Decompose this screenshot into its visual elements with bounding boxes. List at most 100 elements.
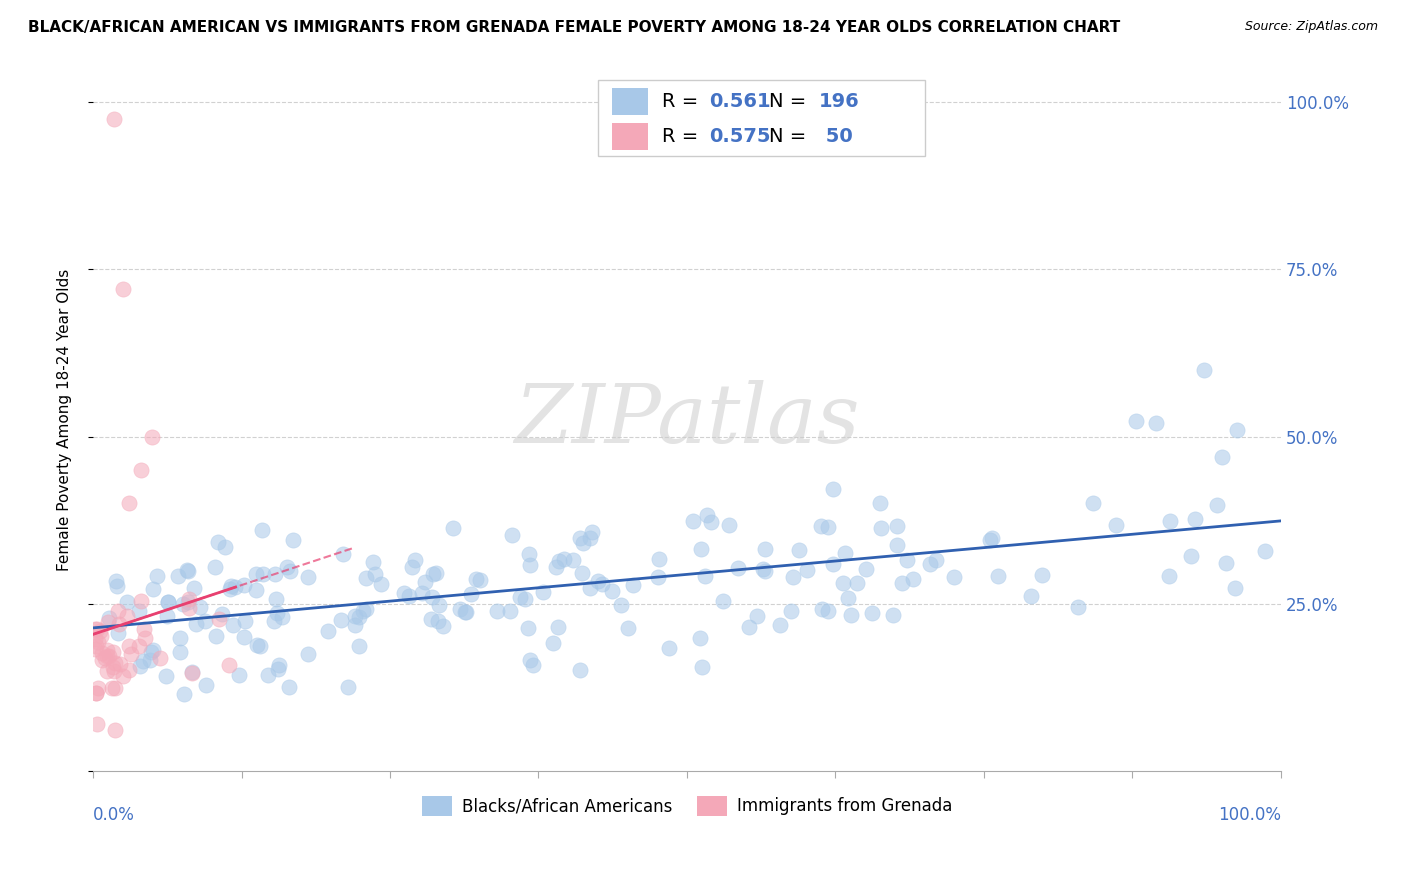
Bar bbox=[612, 123, 648, 150]
Point bbox=[886, 538, 908, 552]
Point bbox=[420, 590, 443, 604]
Point bbox=[839, 607, 862, 622]
Point bbox=[754, 541, 776, 556]
Point bbox=[886, 519, 908, 533]
Point bbox=[422, 566, 444, 581]
Point bbox=[157, 594, 180, 608]
Point bbox=[623, 578, 645, 592]
Point bbox=[413, 575, 436, 590]
Point bbox=[94, 651, 117, 665]
Point bbox=[370, 577, 392, 591]
Point bbox=[103, 112, 125, 126]
Point bbox=[454, 605, 477, 619]
Point bbox=[1215, 556, 1237, 570]
FancyBboxPatch shape bbox=[598, 80, 925, 156]
Point bbox=[860, 607, 883, 621]
Point bbox=[107, 626, 129, 640]
Point bbox=[870, 521, 893, 535]
Point bbox=[647, 570, 669, 584]
Point bbox=[610, 599, 633, 613]
Point bbox=[1192, 362, 1215, 376]
Point bbox=[347, 639, 370, 653]
Point bbox=[987, 569, 1010, 583]
Point bbox=[548, 554, 571, 568]
Point bbox=[600, 583, 623, 598]
Point bbox=[432, 619, 454, 633]
Point bbox=[513, 591, 536, 606]
Point bbox=[1081, 495, 1104, 509]
Point bbox=[233, 630, 256, 644]
Point bbox=[519, 653, 541, 667]
Point bbox=[169, 645, 191, 659]
Point bbox=[845, 576, 868, 591]
Point bbox=[332, 547, 354, 561]
Point bbox=[245, 582, 267, 597]
Point bbox=[249, 639, 271, 653]
Point bbox=[107, 604, 129, 618]
Point bbox=[751, 562, 773, 576]
Point bbox=[572, 536, 595, 550]
Point bbox=[90, 653, 112, 667]
Point bbox=[562, 553, 585, 567]
Point bbox=[361, 555, 384, 569]
Point bbox=[747, 608, 769, 623]
Point bbox=[354, 571, 377, 585]
Point bbox=[142, 582, 165, 597]
Point bbox=[425, 566, 447, 581]
Text: 196: 196 bbox=[818, 92, 859, 112]
Point bbox=[344, 609, 367, 624]
Point bbox=[156, 609, 179, 624]
Point bbox=[177, 595, 200, 609]
Point bbox=[682, 514, 704, 528]
Point bbox=[522, 658, 544, 673]
Point bbox=[586, 574, 609, 588]
Point bbox=[103, 664, 125, 678]
Point bbox=[169, 631, 191, 645]
Point bbox=[181, 666, 204, 681]
Point bbox=[233, 615, 256, 629]
Point bbox=[214, 540, 236, 554]
Point bbox=[394, 586, 416, 600]
Point bbox=[146, 569, 169, 583]
Point bbox=[717, 517, 740, 532]
Point bbox=[132, 622, 155, 636]
Point bbox=[280, 564, 302, 578]
Point bbox=[1144, 416, 1167, 430]
Point bbox=[267, 662, 290, 676]
Point bbox=[924, 552, 946, 566]
Point bbox=[134, 631, 156, 645]
Point bbox=[115, 595, 138, 609]
Point bbox=[920, 557, 942, 571]
Text: Source: ZipAtlas.com: Source: ZipAtlas.com bbox=[1244, 20, 1378, 33]
Point bbox=[96, 649, 118, 664]
Point bbox=[1157, 569, 1180, 583]
Point bbox=[754, 565, 776, 579]
Point bbox=[270, 610, 292, 624]
Point bbox=[979, 533, 1001, 547]
Text: R =: R = bbox=[662, 128, 704, 146]
Point bbox=[901, 572, 924, 586]
Point bbox=[329, 613, 352, 627]
Point bbox=[252, 523, 274, 537]
Point bbox=[499, 604, 522, 618]
Point bbox=[184, 616, 207, 631]
Point bbox=[1206, 498, 1229, 512]
Point bbox=[404, 553, 426, 567]
Point bbox=[787, 543, 810, 558]
Point bbox=[891, 575, 914, 590]
Point bbox=[128, 640, 150, 654]
Point bbox=[692, 659, 714, 673]
Point bbox=[318, 624, 340, 638]
Point bbox=[245, 567, 267, 582]
Point bbox=[441, 521, 464, 535]
Point bbox=[157, 594, 180, 608]
Point bbox=[297, 647, 319, 661]
Point bbox=[882, 608, 904, 623]
Point bbox=[981, 532, 1004, 546]
Point bbox=[699, 515, 721, 529]
Point bbox=[769, 618, 792, 632]
Point bbox=[1067, 600, 1090, 615]
Point bbox=[97, 649, 120, 664]
Point bbox=[172, 597, 194, 611]
Point bbox=[104, 681, 127, 695]
